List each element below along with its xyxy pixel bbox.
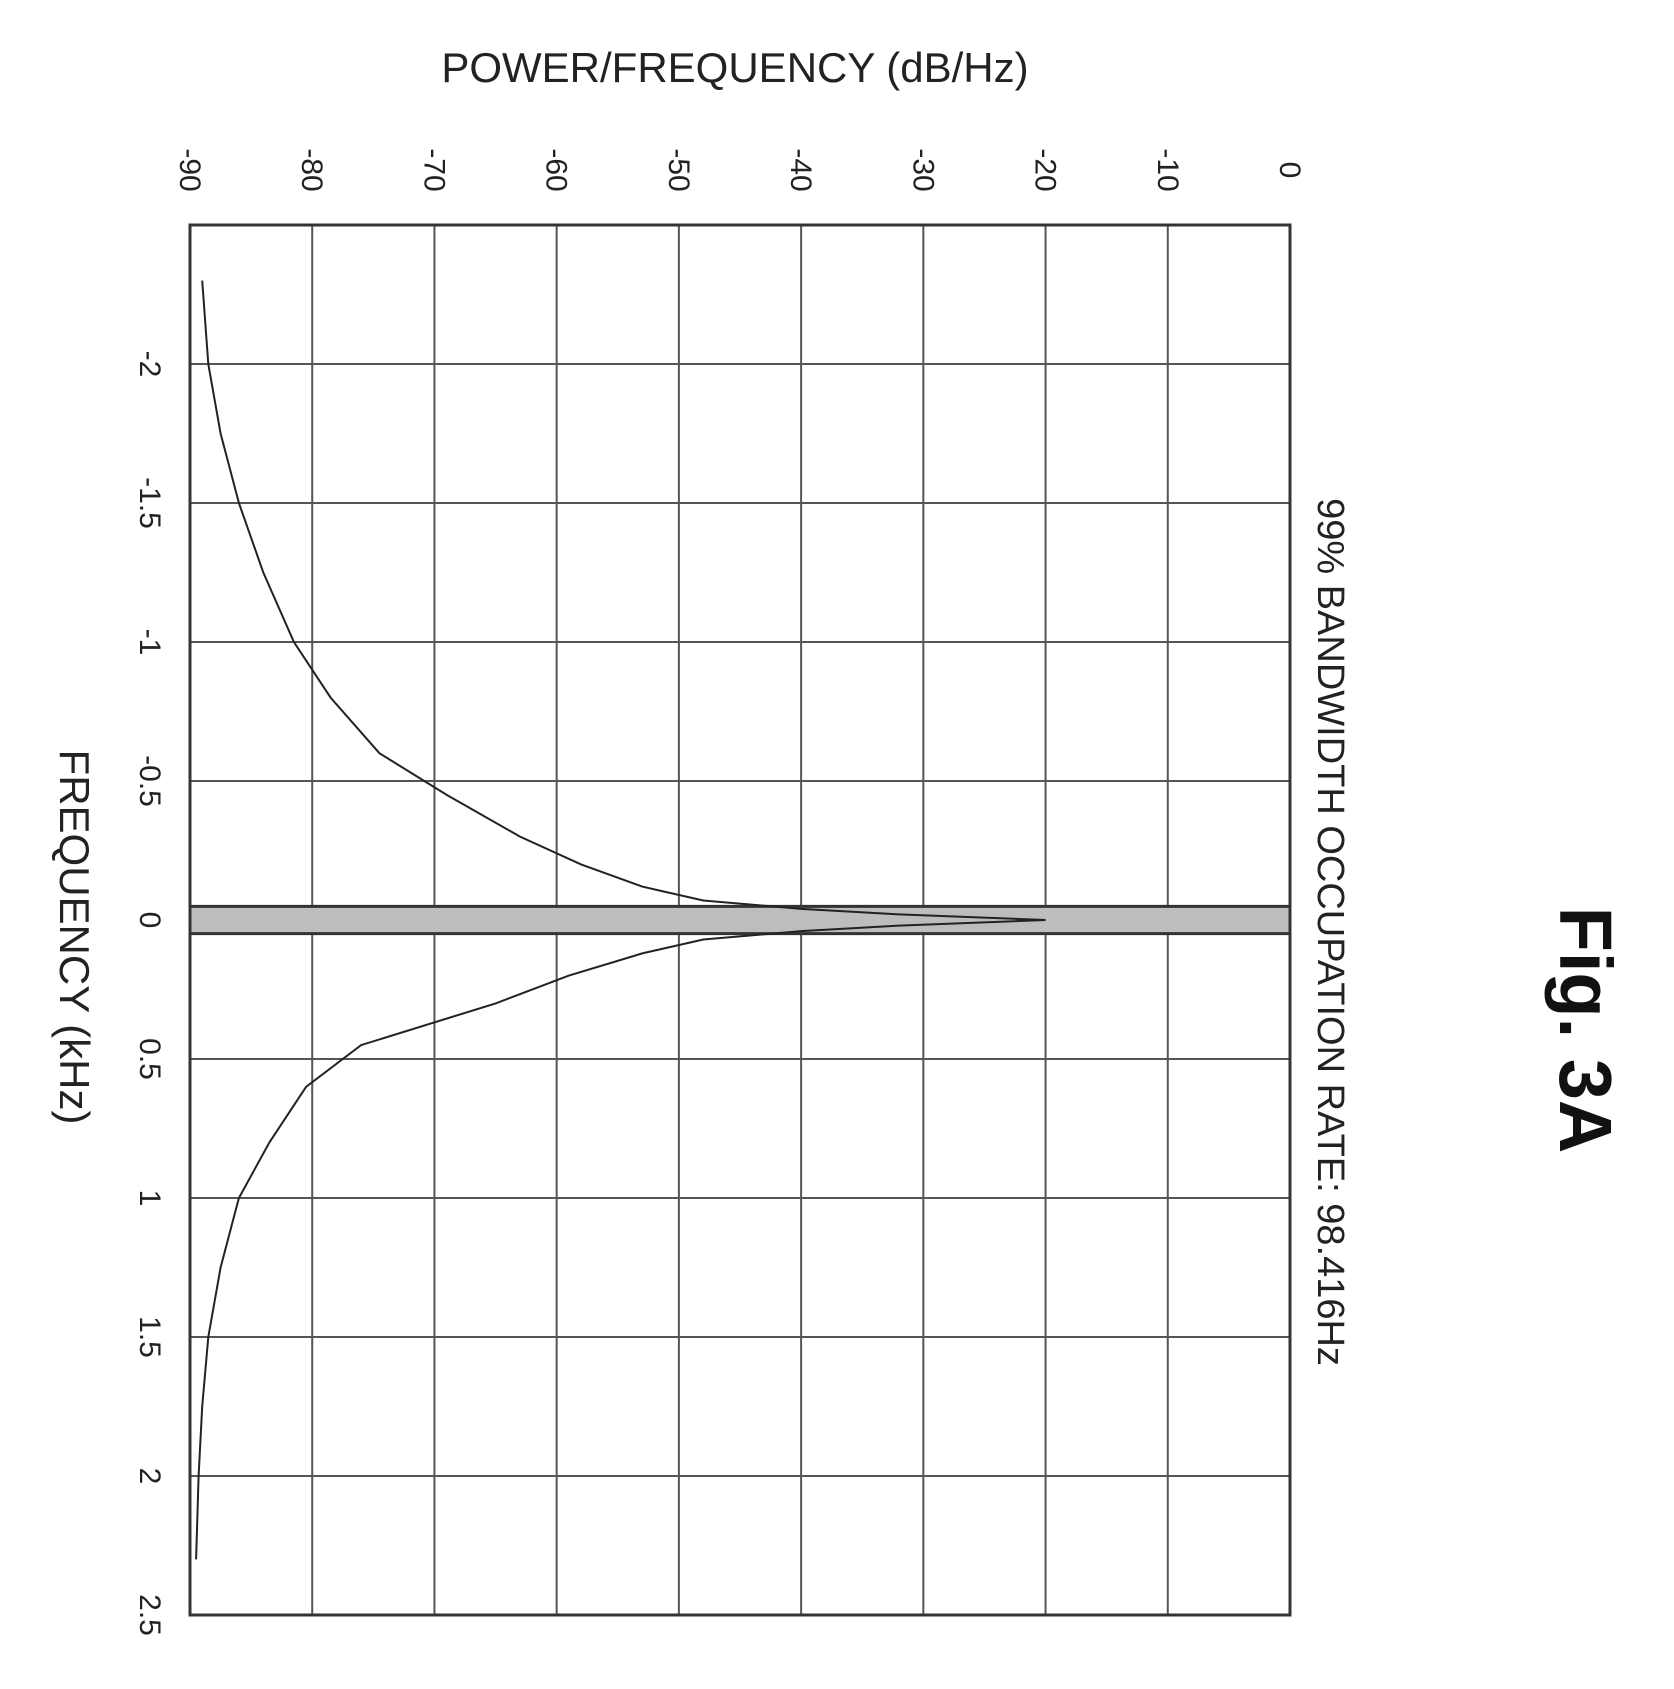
y-tick-labels: -90 -80 -70 -60 -50 -40 -30 -20 -10 0 [173,148,1306,191]
x-tick-label: 1 [133,1190,166,1207]
series-line [195,280,1046,1560]
x-axis-title: FREQUENCY (kHz) [51,750,98,1125]
figure-label: Fig. 3A [1544,907,1627,1154]
x-tick-label: -1.5 [133,477,166,529]
y-tick-label: -70 [417,148,450,191]
x-tick-label: -0.5 [133,755,166,807]
y-tick-label: -20 [1029,148,1062,191]
x-tick-label: 1.5 [133,1316,166,1358]
x-tick-label: -1 [133,629,166,656]
occupied-band [190,904,1290,936]
bandwidth-annotation: 99% BANDWIDTH OCCUPATION RATE: 98.416Hz [1309,498,1351,1366]
series-layer [195,280,1046,1560]
x-tick-label: 2.5 [133,1594,166,1636]
x-tick-label: 0 [133,912,166,929]
y-tick-label: -40 [784,148,817,191]
x-tick-label: 0.5 [133,1038,166,1080]
y-tick-label: -90 [173,148,206,191]
y-tick-label: -80 [295,148,328,191]
y-tick-label: -60 [540,148,573,191]
y-axis-title: POWER/FREQUENCY (dB/Hz) [441,44,1028,91]
band-fill [190,906,1290,934]
y-tick-label: -10 [1151,148,1184,191]
x-tick-label: 2 [133,1468,166,1485]
y-tick-label: -50 [662,148,695,191]
y-tick-label: 0 [1273,162,1306,179]
plot-frame [188,223,1292,1617]
x-tick-labels: -2 -1.5 -1 -0.5 0 0.5 1 1.5 2 2.5 [133,351,166,1636]
x-tick-label: -2 [133,351,166,378]
y-tick-label: -30 [906,148,939,191]
